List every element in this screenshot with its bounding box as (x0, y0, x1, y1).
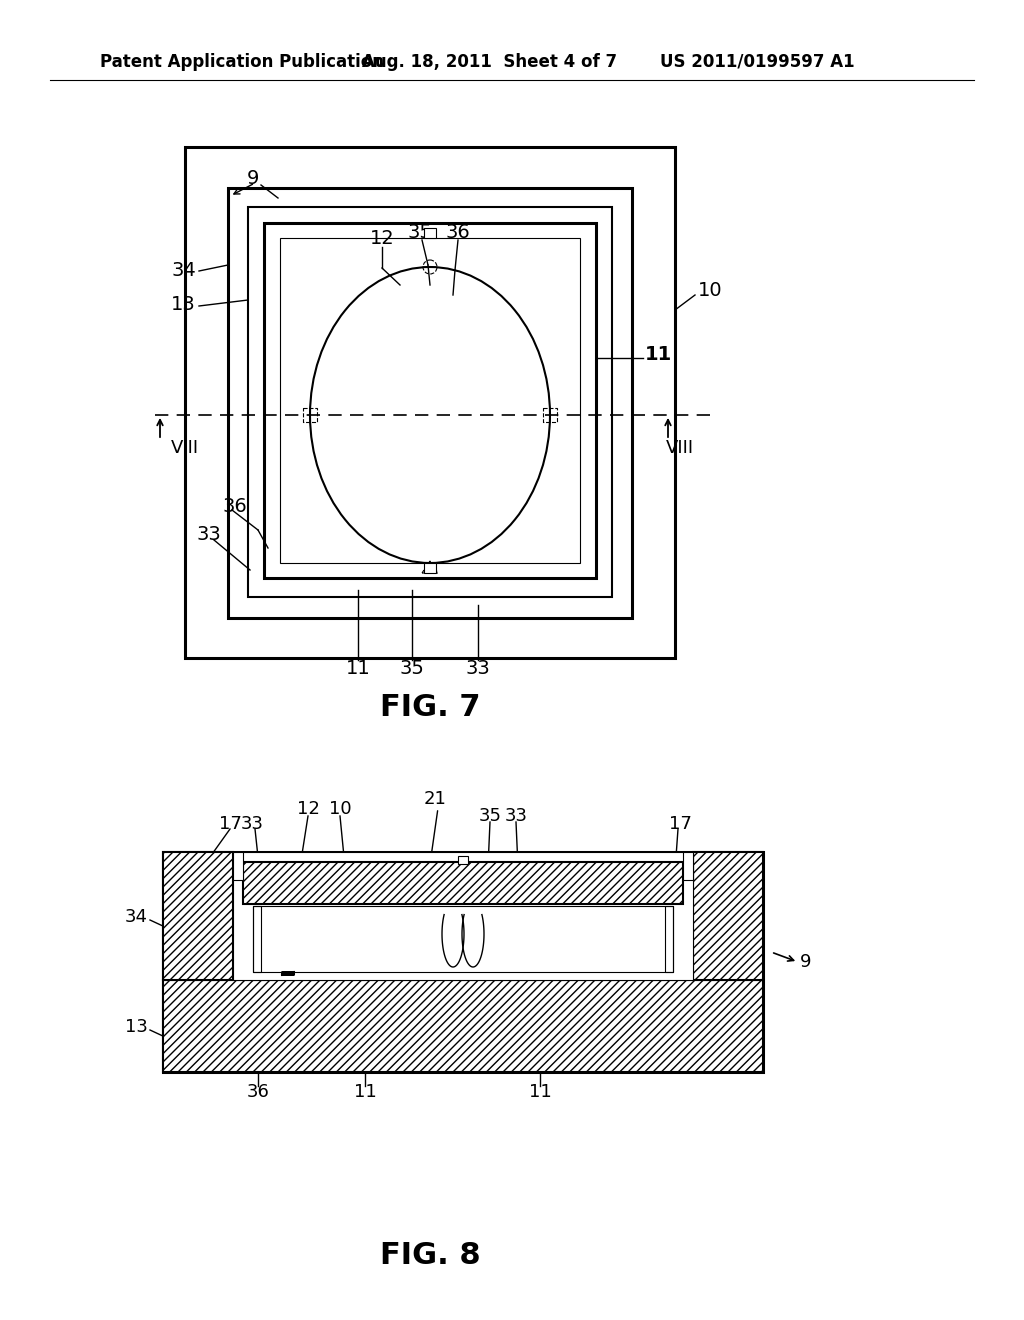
Text: 33: 33 (466, 659, 490, 677)
Text: 13: 13 (125, 1018, 148, 1036)
Text: VIII: VIII (171, 440, 199, 457)
Bar (233, 851, 693, 979)
Text: Aug. 18, 2011  Sheet 4 of 7: Aug. 18, 2011 Sheet 4 of 7 (362, 53, 617, 71)
Text: FIG. 8: FIG. 8 (380, 1241, 480, 1270)
Text: 34: 34 (171, 260, 196, 280)
Bar (163, 851, 233, 979)
Text: 36: 36 (445, 223, 470, 242)
Text: VIII: VIII (666, 440, 694, 457)
Text: 33: 33 (505, 807, 527, 825)
Text: 11: 11 (346, 659, 371, 677)
Text: 10: 10 (329, 800, 351, 818)
Bar (163, 851, 763, 1072)
Bar (163, 979, 763, 1072)
Bar (303, 408, 317, 422)
Bar (228, 187, 632, 618)
Text: 36: 36 (223, 498, 248, 516)
Text: 11: 11 (353, 1082, 377, 1101)
Bar (253, 906, 673, 972)
Bar (693, 851, 763, 979)
Bar (665, 906, 673, 972)
Bar (243, 862, 683, 904)
Bar (253, 906, 261, 972)
Text: 35: 35 (399, 659, 424, 677)
Text: 17: 17 (218, 814, 242, 833)
Text: 21: 21 (424, 789, 446, 808)
Bar (458, 855, 468, 865)
Text: 34: 34 (125, 908, 148, 927)
Bar (233, 851, 243, 880)
Bar (424, 228, 436, 238)
Text: 33: 33 (196, 525, 221, 544)
Text: 11: 11 (645, 346, 672, 364)
Text: 9: 9 (247, 169, 259, 187)
Bar (280, 238, 580, 564)
Text: 36: 36 (247, 1082, 269, 1101)
Bar (424, 564, 436, 573)
Bar (264, 223, 596, 578)
Text: 10: 10 (698, 281, 723, 300)
Text: 13: 13 (171, 296, 196, 314)
Text: 35: 35 (478, 807, 502, 825)
Text: Patent Application Publication: Patent Application Publication (100, 53, 384, 71)
Bar (248, 207, 612, 597)
Text: 35: 35 (408, 223, 432, 242)
Text: 11: 11 (528, 1082, 551, 1101)
Text: 33: 33 (241, 814, 263, 833)
Text: 17: 17 (669, 814, 691, 833)
Text: 9: 9 (800, 953, 811, 972)
Text: 12: 12 (297, 800, 319, 818)
Text: 12: 12 (370, 228, 394, 248)
Bar (185, 147, 675, 657)
Bar (683, 851, 693, 880)
Text: US 2011/0199597 A1: US 2011/0199597 A1 (660, 53, 855, 71)
Bar (543, 408, 557, 422)
Text: FIG. 7: FIG. 7 (380, 693, 480, 722)
